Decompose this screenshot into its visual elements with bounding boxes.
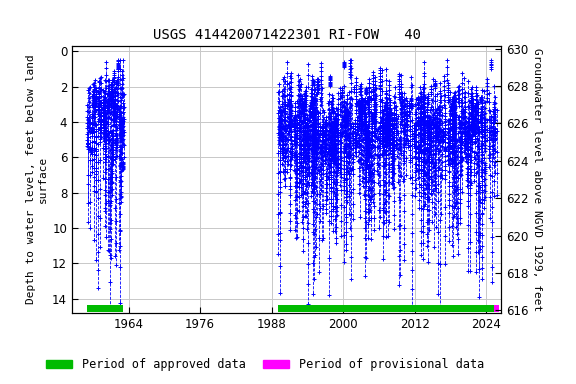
Title: USGS 414420071422301 RI-FOW   40: USGS 414420071422301 RI-FOW 40 <box>153 28 420 42</box>
Legend: Period of approved data, Period of provisional data: Period of approved data, Period of provi… <box>41 354 488 376</box>
Y-axis label: Groundwater level above NGVD 1929, feet: Groundwater level above NGVD 1929, feet <box>532 48 543 311</box>
Y-axis label: Depth to water level, feet below land
surface: Depth to water level, feet below land su… <box>25 55 48 305</box>
